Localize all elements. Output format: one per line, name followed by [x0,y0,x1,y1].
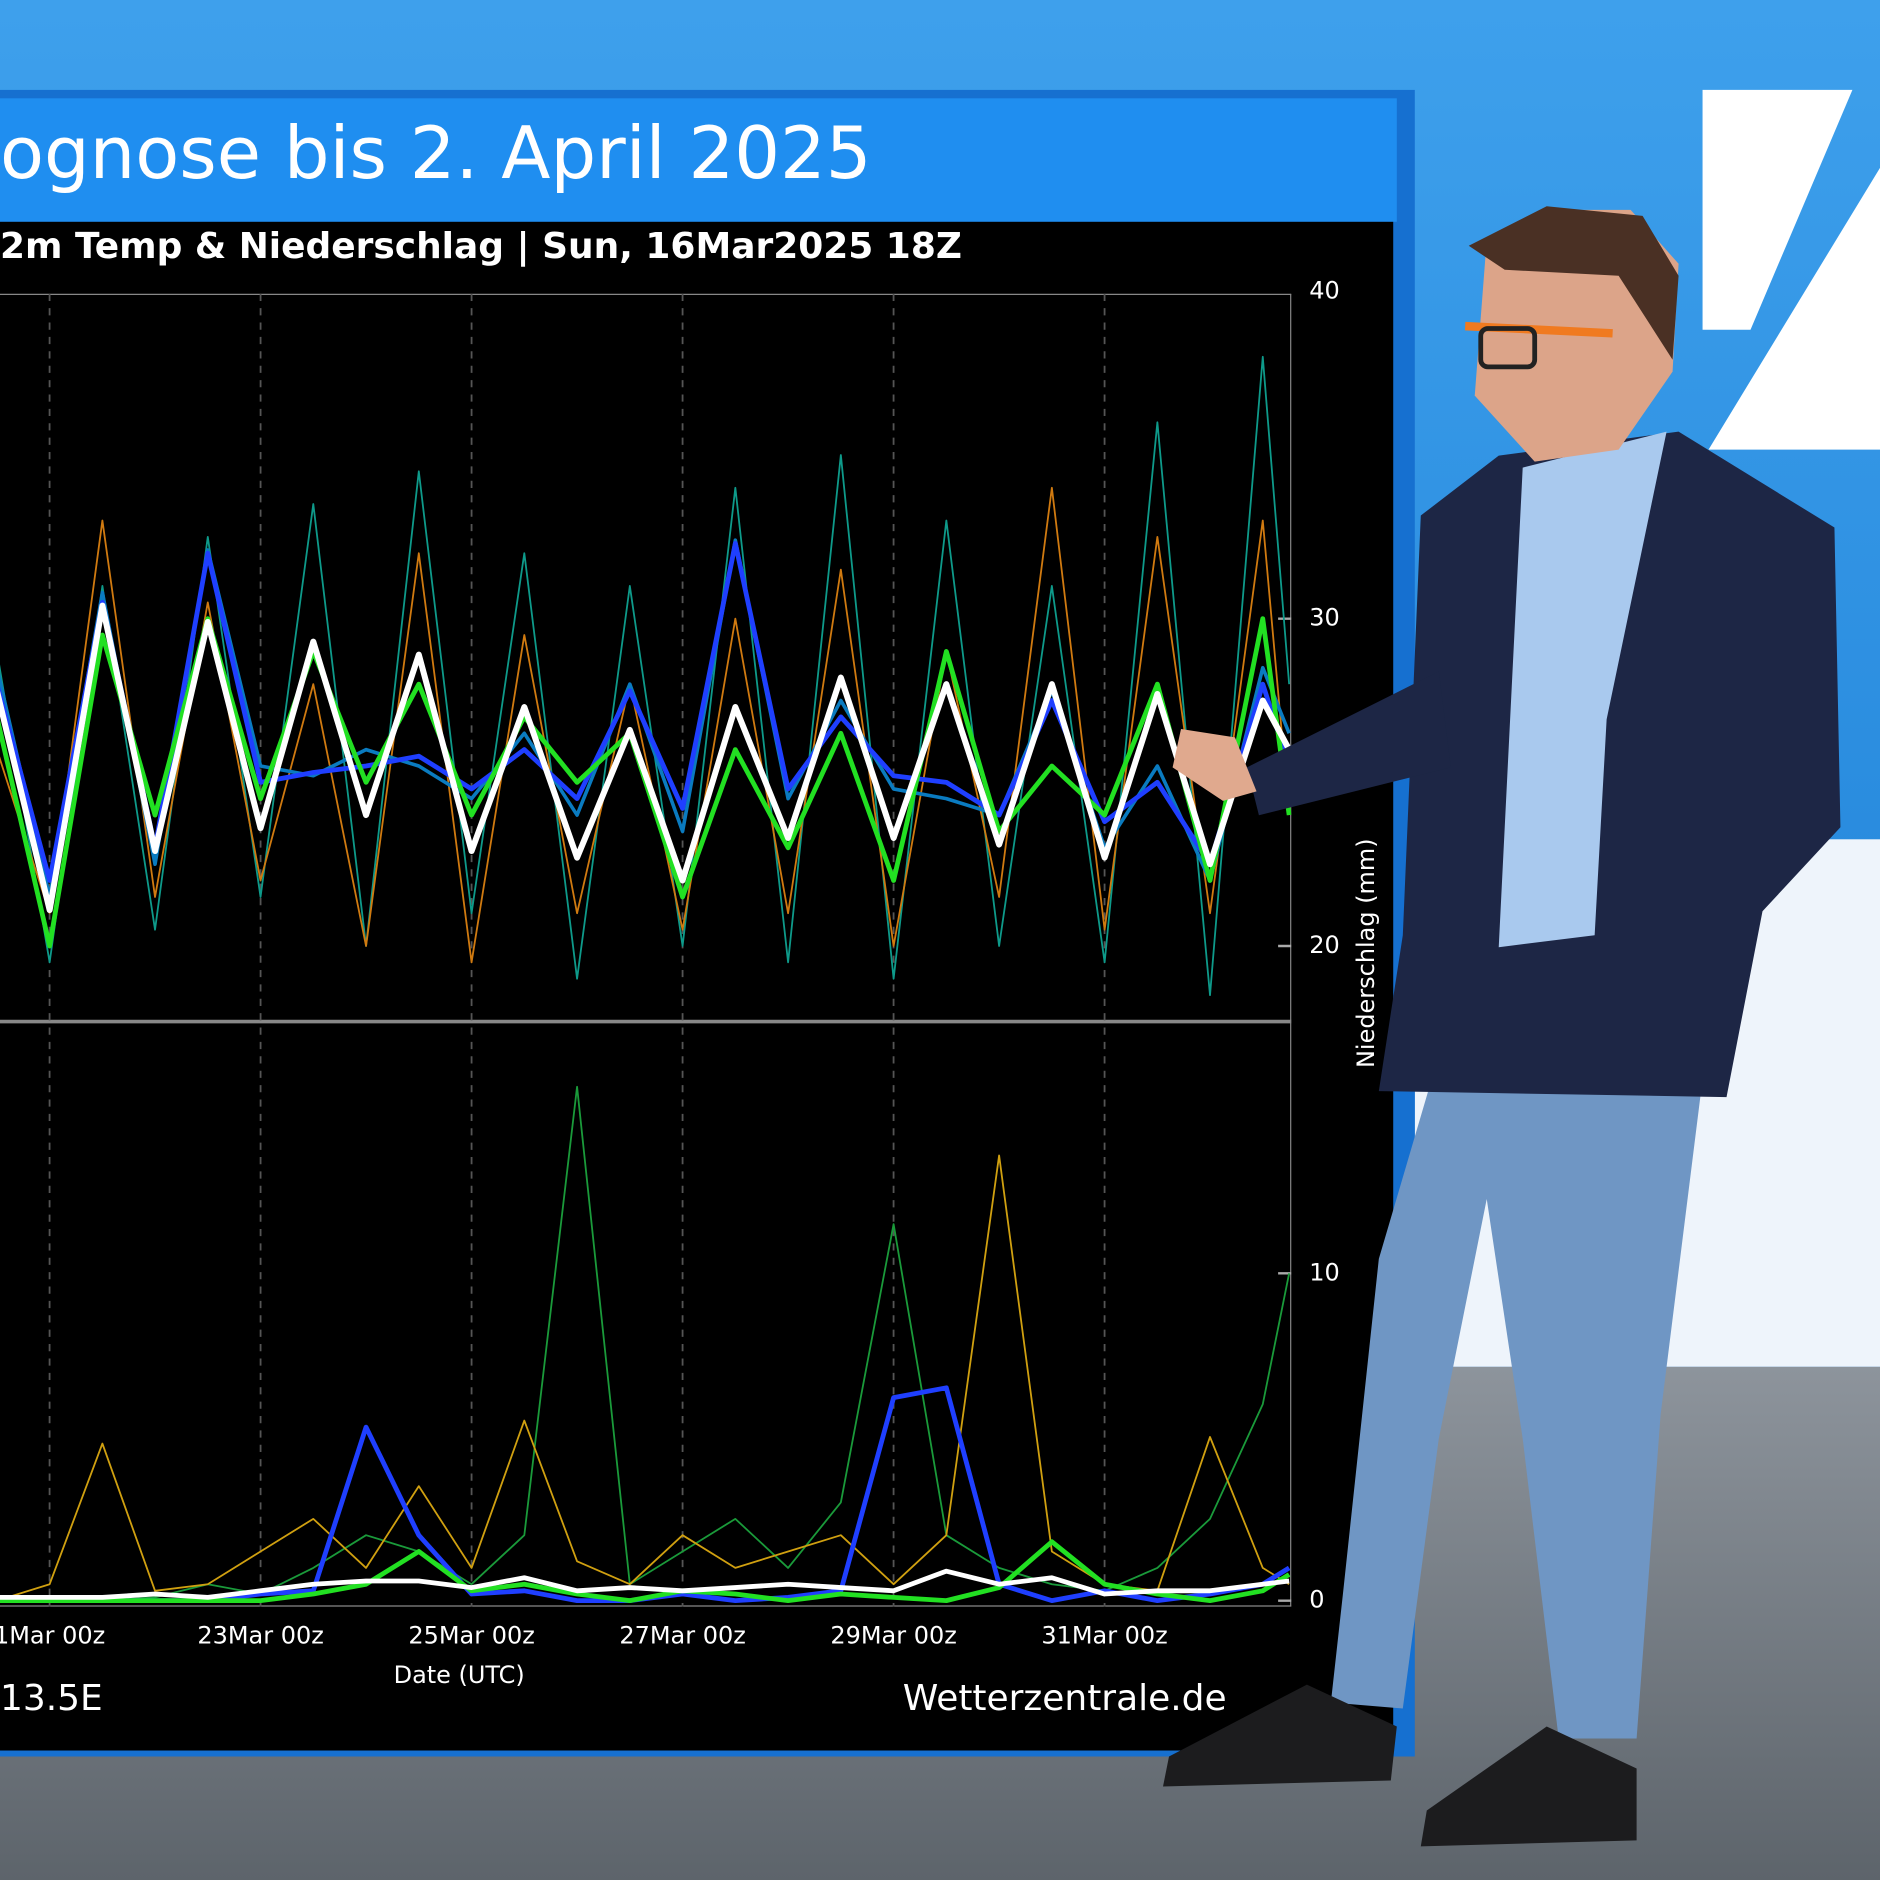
plot [0,293,1292,1607]
series-line [0,602,1292,914]
y-tick-label: 20 [1309,931,1340,959]
source-label: Wetterzentrale.de [903,1678,1227,1719]
arm [1246,671,1451,816]
y-tick-label: 40 [1309,276,1340,304]
glasses [1478,326,1538,370]
logo [1702,89,1853,330]
x-tick-label: 1Mar 00z [0,1622,105,1650]
header-title: ognose bis 2. April 2025 [0,111,872,195]
shoe [1420,1726,1637,1847]
shoe [1163,1684,1397,1787]
y-tick-label: 30 [1309,604,1340,632]
shirt [1498,431,1667,948]
y-tick-label: 0 [1309,1586,1324,1614]
location-label: 13.5E [0,1678,103,1719]
hand [1172,728,1257,801]
jeans [1330,1055,1703,1739]
series-line [0,1539,1291,1604]
x-tick-label: 31Mar 00z [1041,1622,1167,1650]
hair [1468,206,1679,360]
logo [1708,167,1880,450]
y-tick-label: 10 [1309,1258,1340,1286]
x-axis-label: Date (UTC) [394,1661,525,1689]
chart-area [0,221,1394,1751]
x-tick-label: 23Mar 00z [197,1622,323,1650]
presenter [1163,206,1841,1847]
x-tick-label: 25Mar 00z [408,1622,534,1650]
series-line [0,1568,1290,1600]
title-bar [0,98,1397,222]
x-tick-label: 29Mar 00z [830,1622,956,1650]
x-tick-label: 27Mar 00z [619,1622,745,1650]
jacket [1378,431,1841,1098]
y-axis-label: Niederschlag (mm) [1352,838,1380,1068]
series-line [0,540,1292,883]
chart-title: 2m Temp & Niederschlag | Sun, 16Mar2025 … [0,226,962,267]
